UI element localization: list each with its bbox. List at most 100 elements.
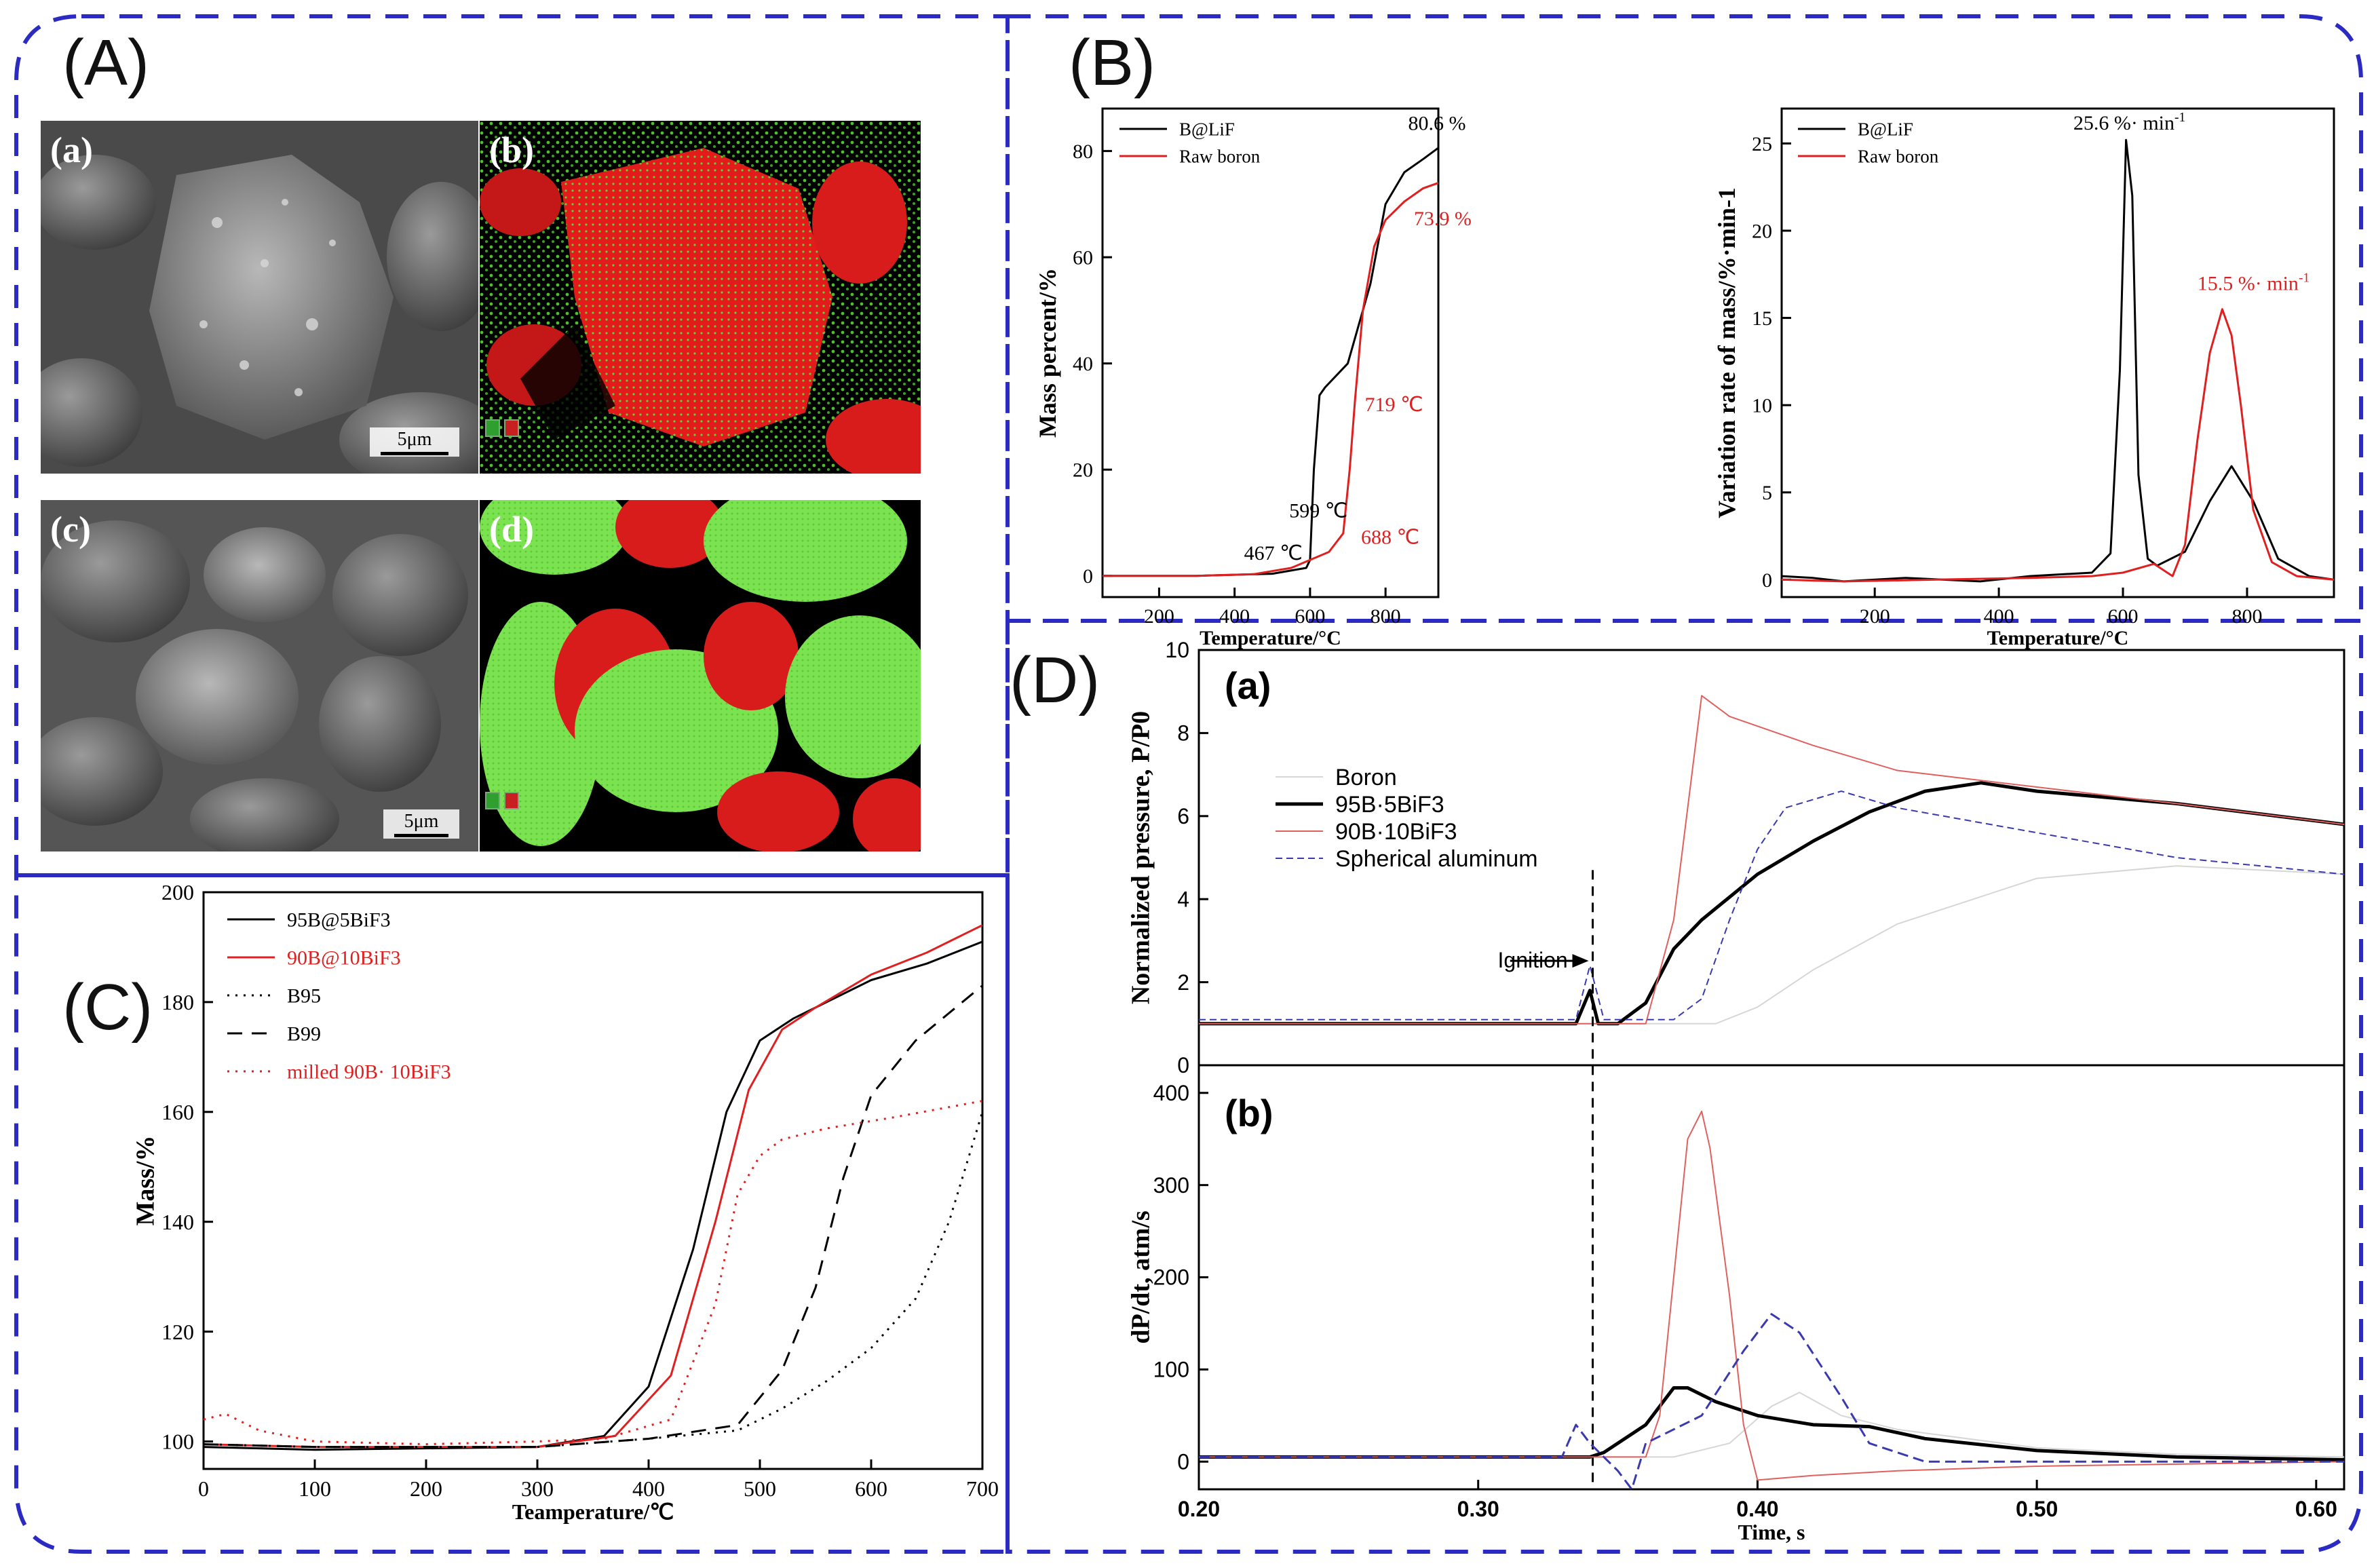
eds-texture-b bbox=[480, 121, 921, 474]
series-line-boron bbox=[1199, 865, 2344, 1025]
legend-entry: 90B@10BiF3 bbox=[287, 947, 401, 970]
annotation-superscript: -1 bbox=[2174, 111, 2185, 125]
x-tick-label: 0.60 bbox=[2295, 1497, 2337, 1521]
x-tick-label: 0.50 bbox=[2016, 1497, 2058, 1521]
y-tick-label: 400 bbox=[1153, 1081, 1189, 1105]
annotation: 80.6 % bbox=[1409, 112, 1466, 134]
series-line-boron bbox=[1199, 1392, 2344, 1458]
x-tick-label: 500 bbox=[744, 1476, 776, 1501]
eds-legend-red-swatch bbox=[504, 419, 519, 437]
y-axis-label: Variation rate of mass/%·min-1 bbox=[1713, 187, 1740, 518]
series-line-95b-5bif3 bbox=[1199, 781, 2344, 1026]
series-line-spherical-aluminum bbox=[1199, 1313, 2344, 1489]
x-tick-label: 0.30 bbox=[1457, 1497, 1499, 1521]
series-line-spherical-aluminum bbox=[1199, 790, 2344, 1020]
series-line-b-lif bbox=[1782, 138, 2334, 583]
y-tick-label: 4 bbox=[1177, 887, 1189, 911]
chart-B2: 0 5 10 15 20 25 200 400 600 800 Temperature/°C Vari… bbox=[1713, 107, 2335, 649]
y-tick-label: 2 bbox=[1177, 970, 1189, 995]
sem-image-c: (c) 5μm bbox=[41, 500, 478, 852]
x-axis-label: Teamperature/℃ bbox=[512, 1499, 674, 1524]
series-line-raw-boron bbox=[1782, 308, 2334, 583]
plot-frame bbox=[202, 891, 984, 1470]
plot-frame bbox=[1101, 107, 1440, 598]
eds-legend-green-swatch bbox=[485, 792, 500, 809]
x-tick-label: 400 bbox=[1219, 605, 1250, 628]
annotation: 599 ℃ bbox=[1289, 500, 1347, 522]
y-tick-label: 80 bbox=[1073, 140, 1093, 163]
legend-entry: Spherical aluminum bbox=[1335, 846, 1538, 872]
x-tick-label: 200 bbox=[1144, 605, 1174, 628]
annotation: 719 ℃ bbox=[1365, 394, 1423, 416]
panel-label-A: (A) bbox=[62, 26, 149, 99]
y-tick-label: 6 bbox=[1177, 804, 1189, 828]
y-tick-label: 8 bbox=[1177, 721, 1189, 746]
legend-entry: Raw boron bbox=[1858, 146, 1939, 166]
annotation: 73.9 % bbox=[1414, 208, 1472, 230]
x-tick-label: 200 bbox=[410, 1476, 442, 1501]
x-tick-label: 800 bbox=[1371, 605, 1401, 628]
frame-C bbox=[14, 873, 1010, 1554]
chart-D-b: 0 100 200 300 400 0.20 0.30 0.40 0.50 0.60 Time, s… bbox=[1126, 1064, 2345, 1544]
annotation: 467 ℃ bbox=[1244, 542, 1303, 565]
legend-entry: Boron bbox=[1335, 765, 1397, 790]
y-tick-label: 100 bbox=[161, 1430, 194, 1454]
panel-label-B: (B) bbox=[1069, 26, 1155, 99]
legend-entry: 95B@5BiF3 bbox=[287, 909, 391, 932]
y-tick-label: 15 bbox=[1752, 307, 1772, 330]
x-tick-label: 700 bbox=[966, 1476, 999, 1501]
image-label: (d) bbox=[489, 509, 534, 550]
scale-bar-line bbox=[394, 834, 448, 837]
panel-label-D: (D) bbox=[1010, 644, 1100, 716]
y-tick-label: 10 bbox=[1752, 395, 1772, 417]
y-tick-label: 20 bbox=[1752, 221, 1772, 243]
image-label: (b) bbox=[489, 130, 534, 170]
scale-bar-label: 5μm bbox=[397, 429, 432, 450]
frame-A bbox=[14, 14, 1010, 877]
y-tick-label: 100 bbox=[1153, 1358, 1189, 1382]
x-tick-label: 400 bbox=[1984, 605, 2014, 628]
x-axis-label: Temperature/°C bbox=[1200, 627, 1341, 649]
y-tick-label: 25 bbox=[1752, 133, 1772, 155]
eds-legend bbox=[485, 792, 519, 809]
eds-map-b: (b) bbox=[480, 121, 921, 474]
eds-legend bbox=[485, 419, 519, 437]
series-line-raw-boron bbox=[1103, 182, 1438, 577]
sem-texture-c bbox=[41, 500, 478, 852]
legend-entry: B99 bbox=[287, 1023, 321, 1046]
x-tick-label: 0.20 bbox=[1178, 1497, 1220, 1521]
legend-entry: 90B·10BiF3 bbox=[1335, 819, 1457, 845]
annotation: 25.6 %· min-1 bbox=[2073, 111, 2185, 134]
ignition-marker bbox=[1510, 870, 1594, 1489]
x-tick-label: 300 bbox=[521, 1476, 554, 1501]
y-tick-label: 180 bbox=[161, 990, 194, 1014]
y-axis-label: Normalized pressure, P/P0 bbox=[1126, 711, 1155, 1004]
legend-entry: B@LiF bbox=[1858, 119, 1913, 139]
y-tick-label: 0 bbox=[1177, 1449, 1189, 1474]
sem-image-a: (a) 5μm bbox=[41, 121, 478, 474]
y-axis-label: Mass percent/% bbox=[1034, 268, 1061, 438]
y-tick-label: 0 bbox=[1177, 1053, 1189, 1077]
x-tick-label: 800 bbox=[2231, 605, 2262, 628]
subpanel-label-b: (b) bbox=[1225, 1092, 1273, 1134]
legend-entry: B95 bbox=[287, 985, 321, 1008]
series-line-milled-90b-10bif3 bbox=[204, 1100, 982, 1446]
y-tick-label: 200 bbox=[1153, 1265, 1189, 1290]
y-axis-label: Mass/% bbox=[131, 1136, 159, 1226]
chart-B1: 0 20 40 60 80 200 400 600 800 Temperature/°C Mass … bbox=[1034, 107, 1472, 649]
y-tick-label: 120 bbox=[161, 1320, 194, 1344]
eds-legend-green-swatch bbox=[485, 419, 500, 437]
x-tick-label: 0.40 bbox=[1736, 1497, 1778, 1521]
legend: B@LiF Raw boron bbox=[1798, 119, 1939, 166]
x-tick-label: 100 bbox=[299, 1476, 331, 1501]
eds-texture-d bbox=[480, 500, 921, 852]
scale-bar: 5μm bbox=[383, 809, 459, 839]
x-tick-label: 600 bbox=[2108, 605, 2139, 628]
legend-entry: milled 90B· 10BiF3 bbox=[287, 1061, 451, 1084]
x-tick-label: 600 bbox=[1295, 605, 1325, 628]
y-axis-label: dP/dt, atm/s bbox=[1126, 1210, 1155, 1343]
